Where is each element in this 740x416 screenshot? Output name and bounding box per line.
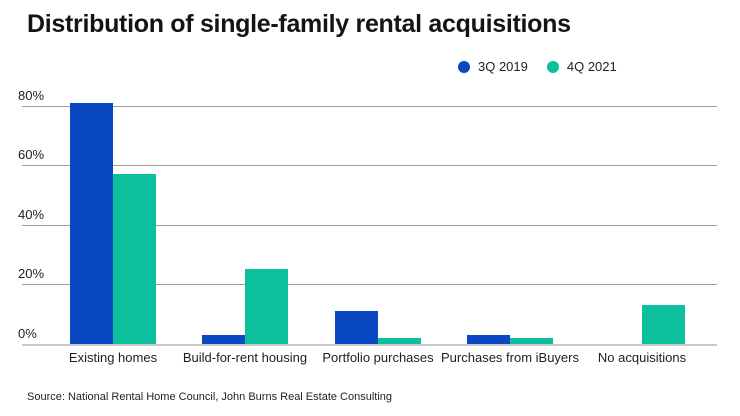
legend-label-4q-2021: 4Q 2021 (566, 59, 617, 74)
y-axis-tick-label: 0% (18, 326, 37, 341)
bar-4q-2021-portfolio-purchases (378, 338, 421, 344)
source-note: Source: National Rental Home Council, Jo… (27, 391, 393, 403)
bar-4q-2021-purchases-from-ibuyers (510, 338, 553, 344)
y-axis-tick-label: 40% (18, 207, 45, 222)
bar-3q-2019-portfolio-purchases (335, 311, 378, 344)
gridline (22, 284, 717, 285)
bar-3q-2019-purchases-from-ibuyers (467, 335, 510, 344)
gridline (22, 165, 717, 166)
gridline (22, 106, 717, 107)
x-axis-label: Existing homes (68, 350, 158, 365)
legend: 3Q 2019 4Q 2021 (458, 59, 617, 74)
x-axis-label: Purchases from iBuyers (441, 350, 579, 365)
y-axis-tick-label: 20% (18, 266, 45, 281)
bar-4q-2021-build-for-rent-housing (245, 269, 288, 344)
x-axis-label: Portfolio purchases (322, 350, 434, 365)
x-axis-line (22, 344, 717, 346)
bar-4q-2021-existing-homes (113, 174, 156, 344)
y-axis-tick-label: 80% (18, 88, 45, 103)
gridline (22, 225, 717, 226)
x-axis-label: No acquisitions (597, 350, 687, 365)
legend-item-4q-2021: 4Q 2021 (546, 59, 617, 74)
legend-item-3q-2019: 3Q 2019 (458, 59, 528, 74)
bar-3q-2019-build-for-rent-housing (202, 335, 245, 344)
legend-label-3q-2019: 3Q 2019 (478, 59, 528, 74)
chart-title: Distribution of single-family rental acq… (27, 10, 571, 38)
x-axis-label: Build-for-rent housing (182, 350, 308, 365)
legend-dot-4q-2021-icon (546, 60, 559, 73)
legend-dot-3q-2019-icon (458, 60, 470, 73)
y-axis-tick-label: 60% (18, 147, 45, 162)
bar-3q-2019-existing-homes (70, 103, 113, 344)
bar-4q-2021-no-acquisitions (642, 305, 685, 344)
